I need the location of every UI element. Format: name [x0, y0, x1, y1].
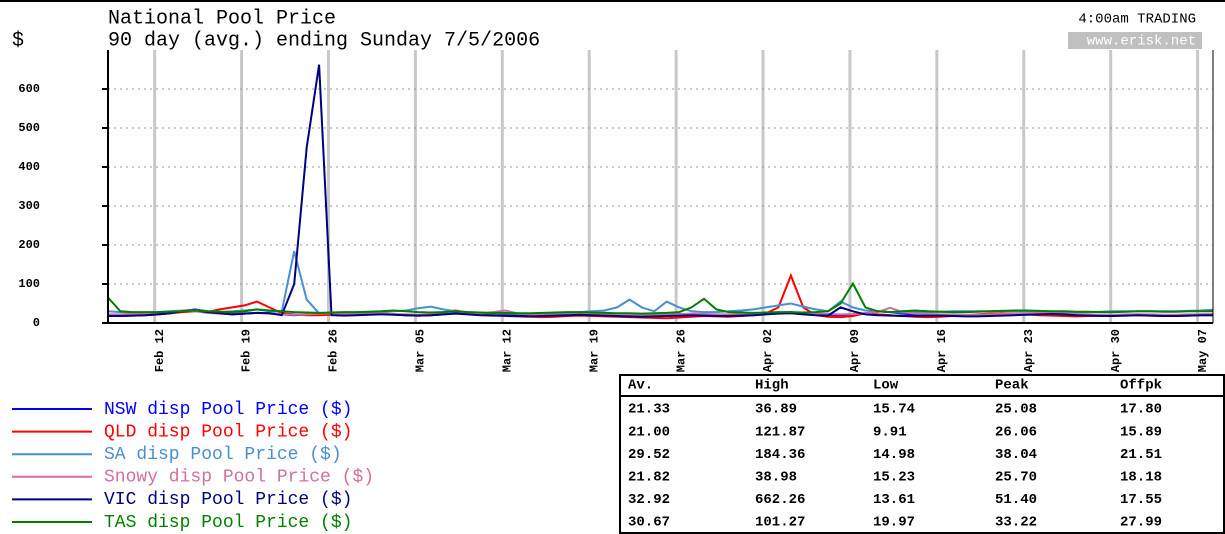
- table-header: Low: [873, 378, 899, 394]
- x-tick-label: Mar 12: [500, 329, 514, 372]
- y-tick-label: 100: [18, 277, 40, 291]
- table-cell: 25.08: [995, 402, 1037, 418]
- table-cell: 25.70: [995, 470, 1037, 486]
- legend-label: TAS disp Pool Price ($): [104, 513, 352, 533]
- table-cell: 51.40: [995, 492, 1037, 508]
- table-cell: 18.18: [1120, 470, 1162, 486]
- x-tick-label: May 07: [1196, 329, 1210, 372]
- table-cell: 662.26: [755, 492, 805, 508]
- series-line: [107, 281, 1213, 315]
- table-cell: 38.04: [995, 447, 1037, 463]
- table-frame: [619, 374, 1225, 534]
- table-header: Av.: [628, 378, 653, 394]
- table-cell: 101.27: [755, 515, 805, 531]
- table-cell: 13.61: [873, 492, 915, 508]
- y-tick-label: 0: [33, 316, 40, 330]
- x-tick-label: Mar 26: [674, 329, 688, 372]
- table-cell: 21.33: [628, 402, 670, 418]
- table-cell: 184.36: [755, 447, 805, 463]
- table-cell: 15.89: [1120, 424, 1162, 440]
- legend-label: VIC disp Pool Price ($): [104, 490, 352, 510]
- table-header: High: [755, 378, 789, 394]
- y-tick-label: 500: [18, 121, 40, 135]
- x-tick-label: Apr 02: [761, 329, 775, 372]
- table-cell: 15.74: [873, 402, 915, 418]
- table-cell: 15.23: [873, 470, 915, 486]
- table-cell: 21.51: [1120, 447, 1162, 463]
- x-tick-label: Feb 26: [327, 329, 341, 372]
- table-cell: 29.52: [628, 447, 670, 463]
- legend-label: NSW disp Pool Price ($): [104, 400, 352, 420]
- series-line: [108, 64, 1213, 318]
- table-cell: 121.87: [755, 424, 805, 440]
- table-cell: 30.67: [628, 515, 670, 531]
- x-tick-label: Apr 30: [1109, 329, 1123, 372]
- y-tick-label: 600: [18, 82, 40, 96]
- source: www.erisk.net: [1087, 34, 1196, 50]
- table-cell: 14.98: [873, 447, 915, 463]
- x-tick-label: Mar 19: [587, 329, 601, 372]
- y-axis-label: $: [12, 29, 24, 52]
- table-cell: 17.55: [1120, 492, 1162, 508]
- x-tick-label: Apr 23: [1022, 329, 1036, 372]
- table-cell: 21.82: [628, 470, 670, 486]
- x-tick-label: Apr 09: [848, 329, 862, 372]
- source-box: [1068, 32, 1202, 49]
- table-cell: 33.22: [995, 515, 1037, 531]
- legend-label: Snowy disp Pool Price ($): [104, 468, 374, 488]
- legend-label: QLD disp Pool Price ($): [104, 422, 352, 442]
- y-tick-label: 200: [18, 238, 40, 252]
- table-cell: 27.99: [1120, 515, 1162, 531]
- x-tick-label: Feb 12: [153, 329, 167, 372]
- series-line: [108, 306, 1214, 317]
- legend-label: SA disp Pool Price ($): [104, 445, 342, 465]
- table-cell: 38.98: [755, 470, 797, 486]
- table-cell: 19.97: [873, 515, 915, 531]
- table-cell: 17.80: [1120, 402, 1162, 418]
- table-cell: 36.89: [755, 402, 797, 418]
- x-tick-label: Feb 19: [240, 329, 254, 372]
- x-tick-label: Apr 16: [935, 329, 949, 372]
- chart-subtitle: 90 day (avg.) ending Sunday 7/5/2006: [108, 29, 540, 52]
- table-cell: 21.00: [628, 424, 670, 440]
- table-cell: 26.06: [995, 424, 1037, 440]
- y-tick-label: 300: [18, 199, 40, 213]
- table-header: Peak: [995, 378, 1029, 394]
- table-header: Offpk: [1120, 378, 1162, 394]
- annotation: 4:00am TRADING: [1078, 12, 1196, 28]
- chart-title: National Pool Price: [108, 7, 336, 30]
- table-cell: 9.91: [873, 424, 907, 440]
- y-tick-label: 400: [18, 160, 40, 174]
- x-tick-label: Mar 05: [414, 329, 428, 372]
- table-cell: 32.92: [628, 492, 670, 508]
- series-line: [107, 250, 1214, 316]
